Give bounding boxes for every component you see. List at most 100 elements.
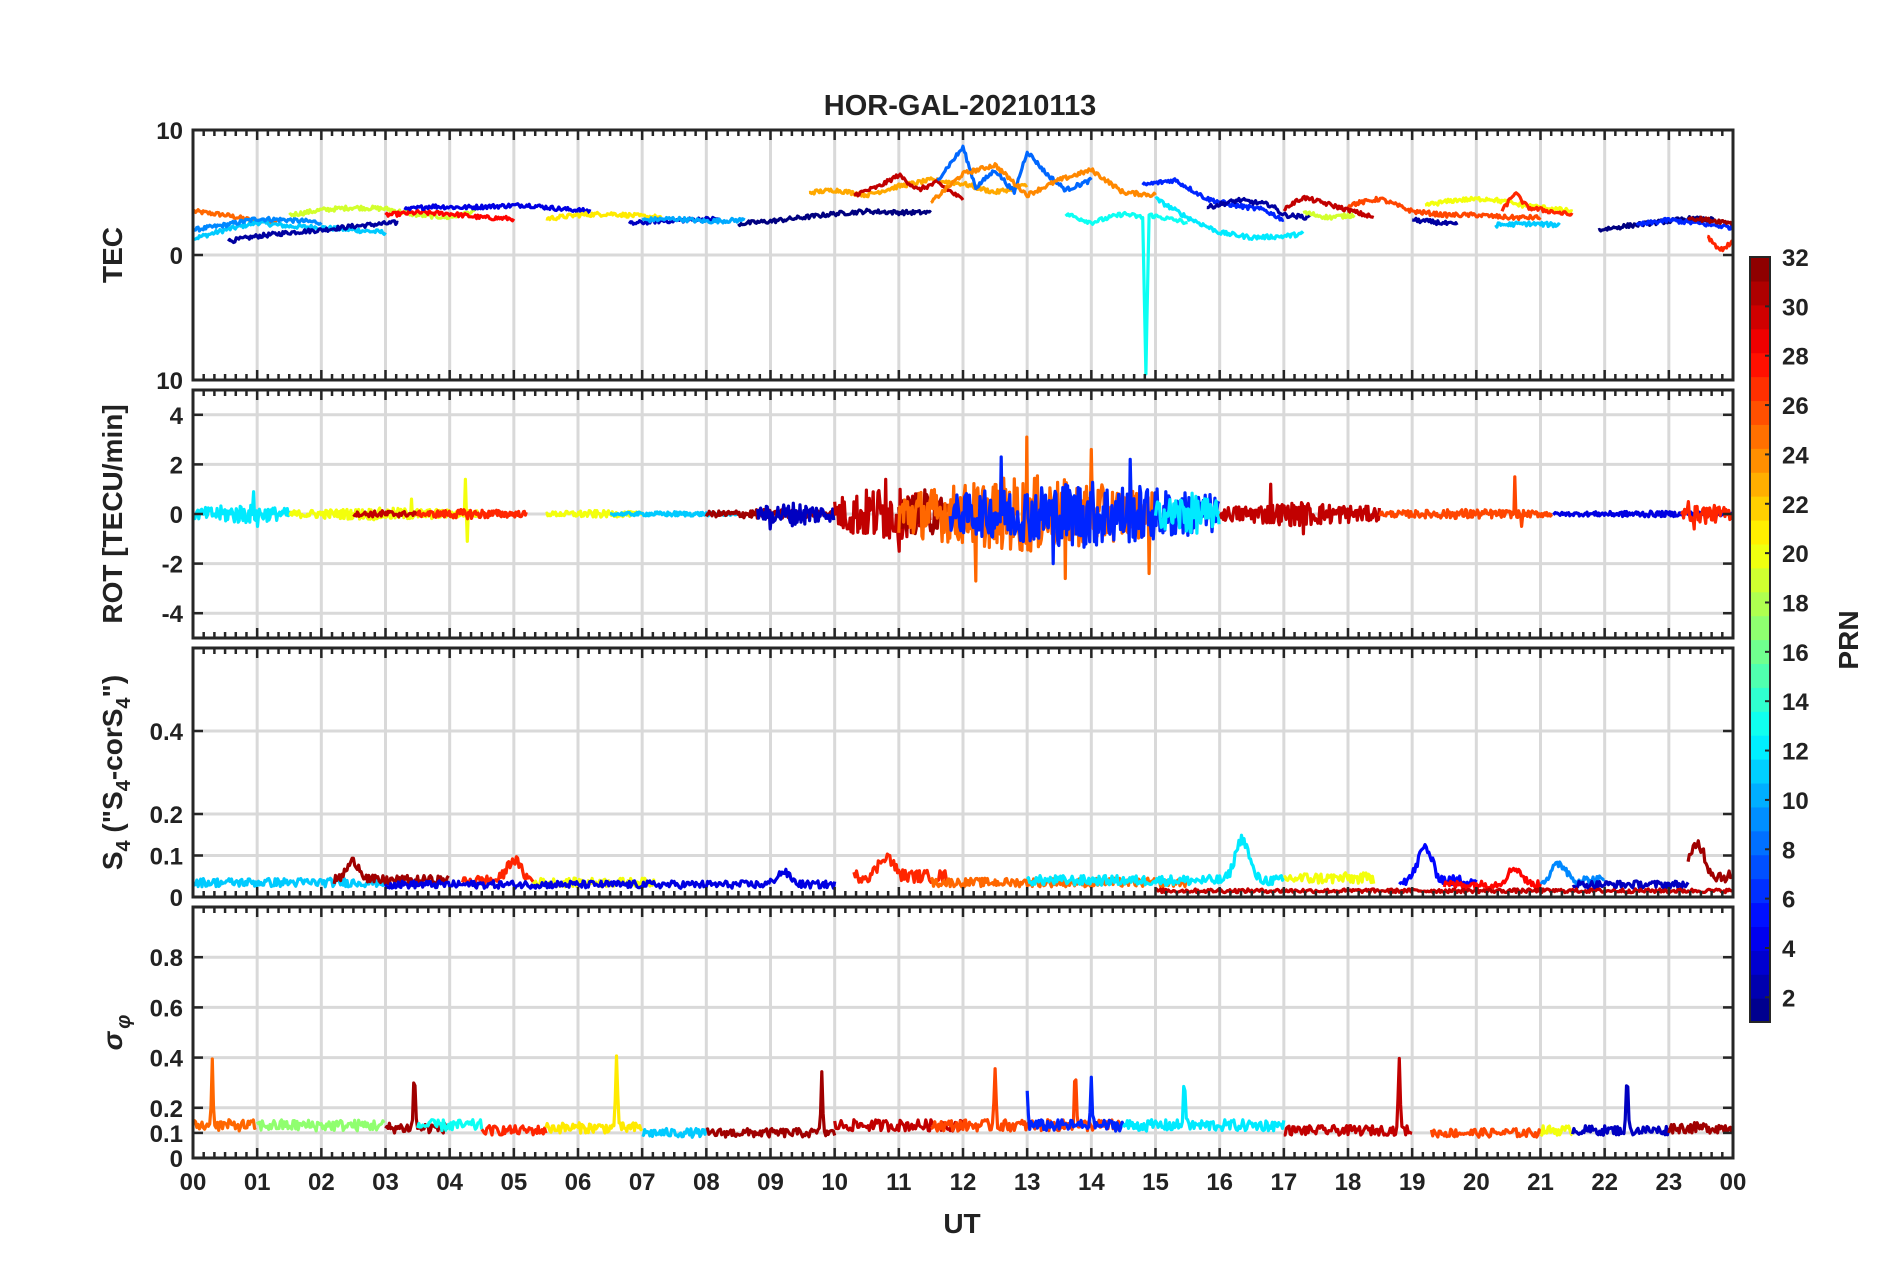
- colorbar-tick-label: 4: [1782, 936, 1796, 963]
- colorbar-band: [1750, 639, 1770, 665]
- sigma-series-prn-21: [544, 1054, 644, 1135]
- rot-series-prn-30: [352, 509, 419, 519]
- colorbar-band: [1750, 328, 1770, 354]
- sigma-series-prn-26: [930, 1067, 1125, 1133]
- x-tick-label: 19: [1399, 1169, 1426, 1196]
- tec-series-prn-19: [1302, 210, 1356, 221]
- colorbar-band: [1750, 830, 1770, 856]
- tec-y-tick-label: 10: [156, 118, 183, 145]
- x-tick-labels: 00 01 02 03 04 05 06 07 08 09 10 11 12 13 14 15 16 17 18 19…: [180, 1169, 1747, 1196]
- x-tick-label: 20: [1463, 1169, 1490, 1196]
- x-tick-label: 00: [180, 1169, 207, 1196]
- colorbar-band: [1750, 878, 1770, 904]
- tec-series-prn-21: [545, 210, 663, 222]
- tec-series: [193, 144, 1733, 376]
- colorbar-tick-label: 30: [1782, 294, 1809, 321]
- rot-series-prn-12: [1153, 491, 1221, 535]
- rot-y-tick-label: 2: [170, 452, 183, 479]
- rot-y-tick-label: -4: [162, 601, 184, 628]
- colorbar-band: [1750, 806, 1770, 832]
- x-tick-label: 12: [950, 1169, 977, 1196]
- x-tick-label: 05: [500, 1169, 527, 1196]
- colorbar-tick-label: 14: [1782, 689, 1809, 716]
- x-tick-label: 23: [1655, 1169, 1682, 1196]
- s4-series-prn-12: [1025, 833, 1286, 887]
- s4-y-axis-label: S4​ ("S4​-corS4​"): [97, 675, 135, 870]
- rot-y-tick-label: 0: [170, 502, 183, 529]
- sigma-series-prn-30: [1283, 1056, 1413, 1137]
- colorbar-tick-label: 26: [1782, 393, 1809, 420]
- tec-series-prn-20: [1424, 195, 1574, 214]
- x-tick-label: 14: [1078, 1169, 1105, 1196]
- colorbar-band: [1750, 543, 1770, 569]
- sigma-series-prn-26: [1429, 1127, 1543, 1139]
- colorbar-band: [1750, 424, 1770, 449]
- sigma-series-prn-12: [1121, 1084, 1286, 1133]
- colorbar-band: [1750, 304, 1770, 330]
- s4-series-prn-31: [1686, 839, 1733, 884]
- panel-sigma: 00.10.2 0.4 0.6 0.8 σφ: [97, 905, 1735, 1173]
- colorbar-tick-label: 8: [1782, 837, 1795, 864]
- x-tick-label: 07: [629, 1169, 656, 1196]
- x-tick-label: 21: [1527, 1169, 1554, 1196]
- tec-series-prn-27: [1500, 191, 1574, 217]
- x-tick-label: 03: [372, 1169, 399, 1196]
- x-axis-label: UT: [943, 1208, 980, 1239]
- x-tick-label: 06: [565, 1169, 592, 1196]
- colorbar-band: [1750, 519, 1770, 545]
- colorbar-band: [1750, 615, 1770, 641]
- rot-y-tick-label: -2: [162, 552, 183, 579]
- x-tick-label: 16: [1206, 1169, 1233, 1196]
- sigma-y-tick-label: 0.8: [150, 945, 183, 972]
- x-tick-label: 04: [436, 1169, 463, 1196]
- rot-series: [193, 435, 1733, 583]
- sigma-series-prn-3: [1571, 1084, 1671, 1137]
- rot-y-tick-label: 4: [170, 403, 184, 430]
- sigma-y-tick-label: 0: [170, 1146, 183, 1173]
- colorbar-band: [1750, 663, 1770, 688]
- sigma-y-tick-label: 0.2: [150, 1096, 183, 1123]
- panel-rot: -4 -2 0 2 4 ROT [TECU/min]: [97, 388, 1735, 640]
- sigma-series-prn-6: [1025, 1075, 1125, 1133]
- colorbar-band: [1750, 496, 1770, 521]
- s4-series-prn-28: [1442, 866, 1543, 890]
- sigma-y-tick-label: 0.4: [150, 1046, 184, 1073]
- s4-series-prn-3: [1571, 879, 1690, 890]
- rot-series-prn-3: [756, 501, 836, 531]
- chart-title: HOR-GAL-20210113: [824, 90, 1096, 122]
- tec-series-prn-6: [1635, 216, 1733, 231]
- colorbar-frame: [1749, 256, 1771, 1023]
- s4-y-tick-label: 0.1: [150, 844, 183, 871]
- colorbar-band: [1750, 400, 1770, 425]
- s4-series: [193, 833, 1733, 895]
- colorbar-band: [1750, 711, 1770, 736]
- tec-y-tick-label: 0: [170, 243, 183, 270]
- s4-y-tick-label: 0.4: [150, 719, 184, 746]
- s4-series-prn-4: [384, 867, 837, 890]
- tec-series-prn-23: [808, 176, 1029, 199]
- colorbar-band: [1750, 854, 1770, 880]
- colorbar-band: [1750, 257, 1770, 282]
- panel-s4: 0 0.1 0.2 0.4 S4​ ("S4​-corS4​"): [97, 646, 1735, 912]
- x-tick-label: 17: [1270, 1169, 1297, 1196]
- tec-series-prn-31: [1686, 215, 1733, 226]
- sigma-series-prn-17: [255, 1118, 386, 1133]
- colorbar-tick-label: 28: [1782, 344, 1809, 371]
- tec-series-prn-11: [193, 219, 387, 241]
- s4-series-prn-20: [1283, 871, 1376, 885]
- x-tick-label: 09: [757, 1169, 784, 1196]
- colorbar-band: [1750, 998, 1770, 1023]
- sigma-series-prn-20: [1539, 1124, 1574, 1137]
- sigma-series-prn-31: [1667, 1121, 1733, 1135]
- x-tick-label: 11: [886, 1169, 911, 1196]
- colorbar-band: [1750, 974, 1770, 999]
- colorbar-tick-label: 2: [1782, 985, 1795, 1012]
- rot-y-axis-label: ROT [TECU/min]: [97, 404, 128, 623]
- colorbar-tick-label: 16: [1782, 640, 1809, 667]
- colorbar-band: [1750, 376, 1770, 402]
- s4-y-tick-label: 0: [170, 885, 183, 912]
- colorbar-tick-label: 32: [1782, 245, 1809, 272]
- x-tick-label: 22: [1591, 1169, 1618, 1196]
